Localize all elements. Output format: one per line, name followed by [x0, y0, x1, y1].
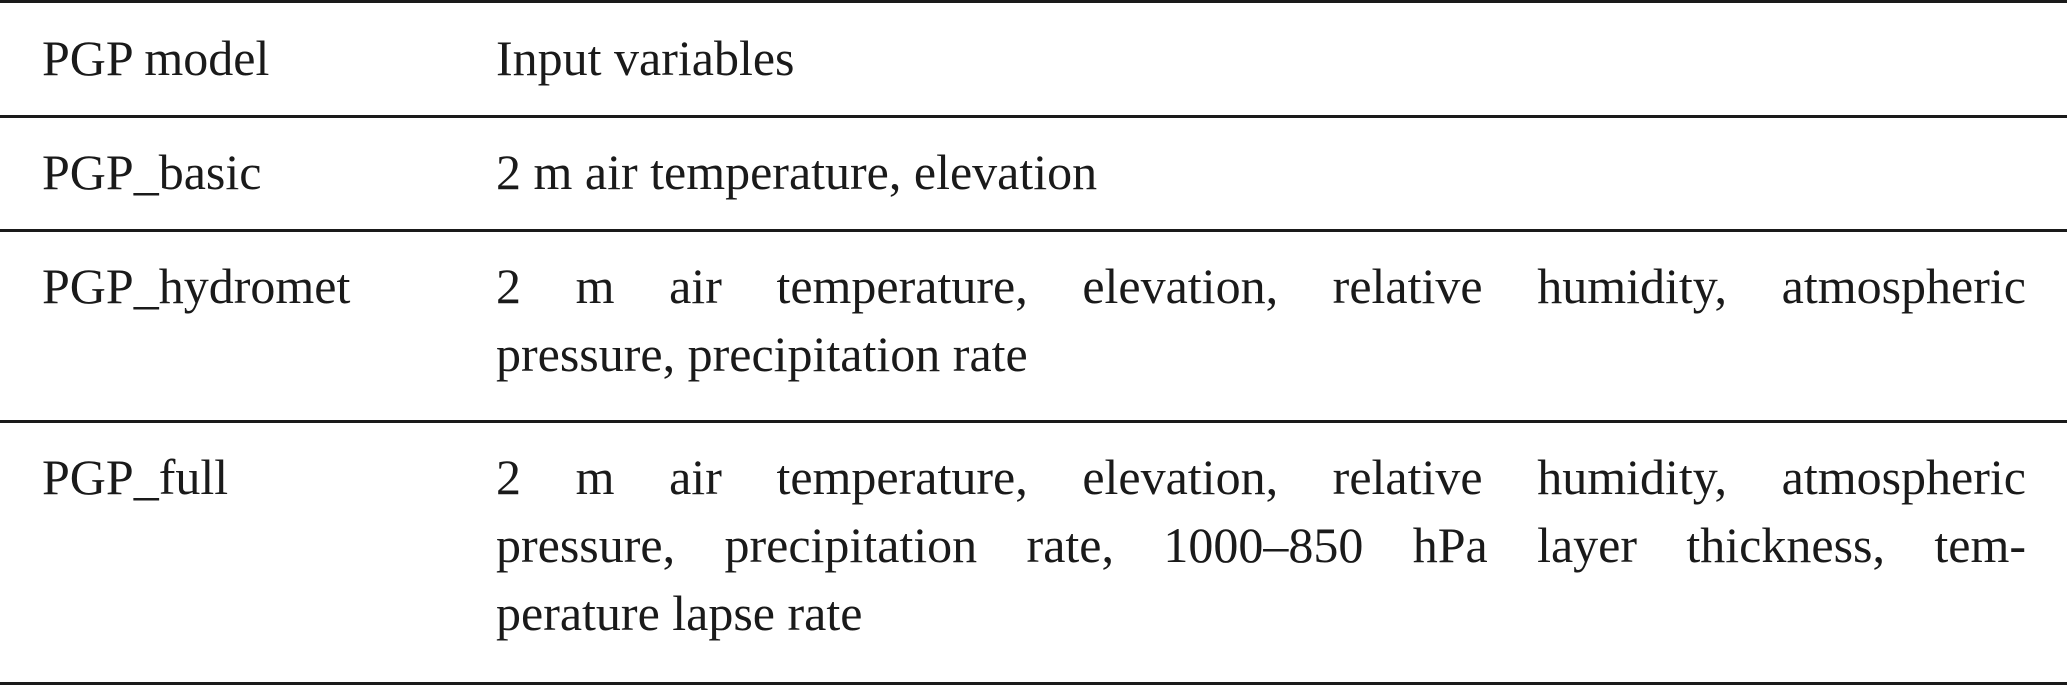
header-model: PGP model — [42, 30, 270, 86]
input-variables-line: 2 m air temperature, elevation — [496, 144, 1098, 200]
top-rule — [0, 0, 2067, 3]
input-variables: 2 m air temperature, elevation, relative… — [496, 443, 2026, 647]
row-rule-1 — [0, 229, 2067, 232]
input-variables: 2 m air temperature, elevation, relative… — [496, 252, 2026, 388]
input-variables-line: 2 m air temperature, elevation, relative… — [496, 258, 2026, 314]
input-variables: 2 m air temperature, elevation — [496, 138, 2026, 206]
row-rule-2 — [0, 420, 2067, 423]
model-name: PGP_hydromet — [42, 258, 351, 314]
bottom-rule — [0, 682, 2067, 685]
model-name: PGP_full — [42, 449, 229, 505]
header-rule — [0, 115, 2067, 118]
input-variables-line: pressure, precipitation rate — [496, 326, 1028, 382]
model-name: PGP_basic — [42, 144, 262, 200]
input-variables-line: pressure, precipitation rate, 1000–850 h… — [496, 517, 2026, 573]
header-input-variables: Input variables — [496, 30, 795, 86]
input-variables-line: perature lapse rate — [496, 585, 863, 641]
input-variables-line: 2 m air temperature, elevation, relative… — [496, 449, 2026, 505]
